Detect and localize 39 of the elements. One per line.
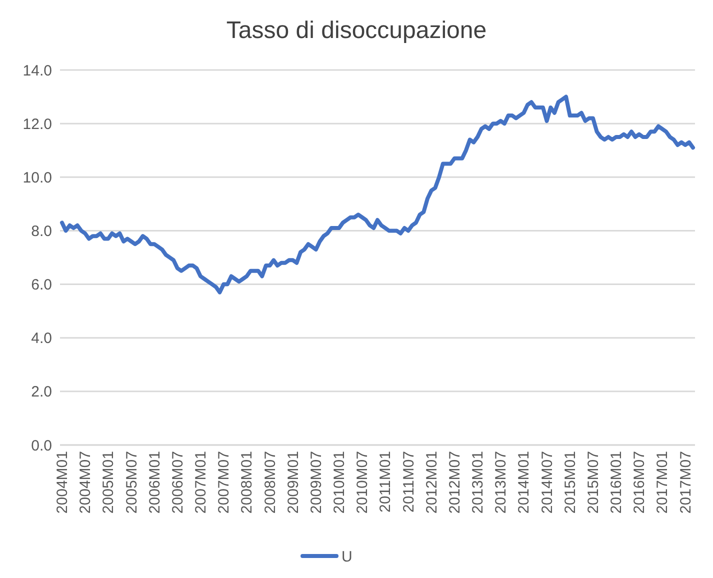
x-tick-label: 2014M01 [516, 451, 533, 514]
x-tick-label: 2011M01 [377, 451, 394, 512]
y-tick-label: 8.0 [31, 222, 52, 240]
x-tick-label: 2008M01 [238, 451, 256, 514]
x-tick-label: 2012M07 [446, 451, 464, 514]
y-tick-label: 0.0 [31, 437, 52, 454]
x-tick-label: 2010M01 [331, 451, 348, 514]
x-tick-label: 2010M07 [354, 451, 372, 514]
y-tick-label: 10.0 [22, 169, 52, 186]
x-tick-label: 2008M07 [262, 451, 279, 514]
y-tick-label: 14.0 [22, 62, 52, 80]
x-tick-label: 2013M07 [492, 451, 510, 514]
x-tick-label: 2007M07 [216, 451, 233, 514]
y-tick-label: 2.0 [31, 384, 52, 401]
x-tick-label: 2017M07 [677, 451, 694, 514]
x-tick-label: 2009M07 [308, 451, 325, 514]
x-tick-label: 2005M01 [100, 451, 118, 514]
x-tick-label: 2005M07 [123, 451, 140, 514]
x-tick-label: 2017M01 [654, 451, 672, 514]
x-tick-label: 2011M07 [400, 451, 418, 512]
y-tick-label: 6.0 [31, 276, 52, 294]
legend-label: U [342, 548, 352, 566]
x-tick-label: 2016M07 [631, 451, 648, 514]
y-tick-label: 4.0 [31, 330, 52, 348]
x-tick-label: 2004M07 [77, 451, 94, 514]
chart-title: Tasso di disoccupazione [226, 17, 487, 44]
line-series [60, 94, 695, 294]
x-tick-label: 2014M07 [538, 451, 556, 514]
x-tick-label: 2015M07 [584, 451, 602, 514]
x-tick-label: 2009M01 [284, 451, 302, 514]
y-tick-label: 12.0 [22, 116, 52, 133]
x-tick-label: 2013M01 [470, 451, 487, 514]
x-tick-label: 2004M01 [54, 451, 71, 514]
x-tick-label: 2007M01 [192, 451, 210, 514]
x-tick-label: 2006M07 [169, 451, 186, 514]
x-tick-label: 2016M01 [608, 451, 626, 514]
x-tick-label: 2015M01 [562, 451, 579, 514]
x-tick-label: 2006M01 [146, 451, 164, 514]
x-tick-label: 2012M01 [423, 451, 440, 514]
